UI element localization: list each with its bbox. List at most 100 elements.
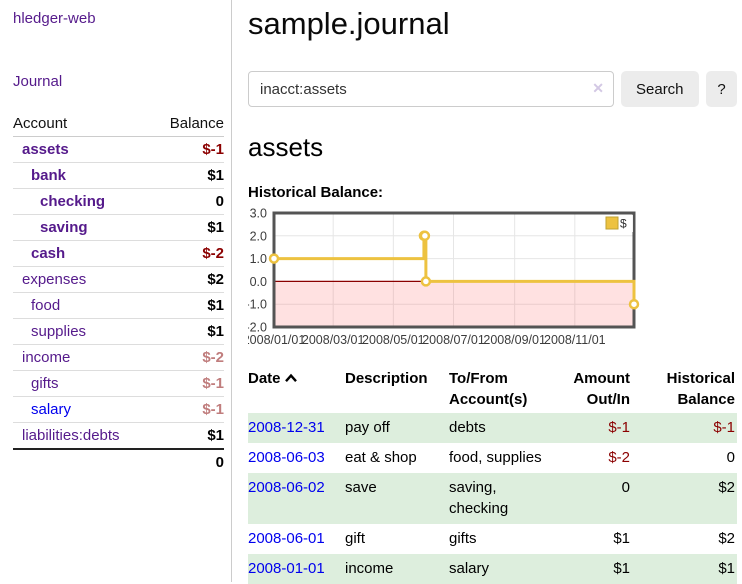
register-date-link[interactable]: 2008-12-31 (248, 419, 325, 436)
account-row: liabilities:debts $1 (13, 422, 224, 449)
register-date-link[interactable]: 2008-06-03 (248, 448, 325, 466)
register-row: 2008-06-01 gift gifts $1 $2 (248, 524, 737, 554)
chart-canvas: 3.0 2.0 1.0 0.0 -1.0 -2.02008/01/012008/03/01… (248, 207, 640, 347)
sort-ascending-icon (284, 373, 297, 382)
svg-text:0.0: 0.0 (250, 275, 267, 289)
register-row: 2008-06-02 save saving, checking 0 $2 (248, 472, 737, 524)
register-balance: 0 (726, 448, 735, 466)
account-link[interactable]: saving (40, 219, 88, 236)
main-content: sample.journal ✕ Search ? assets Histori… (248, 0, 737, 584)
accounts-header-account: Account (13, 111, 153, 137)
chart-title: Historical Balance: (248, 184, 384, 201)
account-row: checking 0 (13, 188, 224, 215)
account-link[interactable]: checking (40, 193, 106, 210)
clear-search-icon[interactable]: ✕ (592, 80, 604, 96)
account-link[interactable]: expenses (22, 271, 87, 288)
register-description: income (345, 559, 394, 577)
account-row: food $1 (13, 292, 224, 319)
svg-text:3.0: 3.0 (250, 207, 267, 221)
sidebar-item-journal[interactable]: Journal (13, 73, 63, 90)
register-accounts: saving, checking (449, 478, 509, 518)
register-balance: $1 (718, 559, 735, 577)
svg-text:-2.0: -2.0 (248, 321, 267, 335)
account-link[interactable]: supplies (31, 323, 87, 340)
register-table: Date Description To/From Account(s) Amou… (248, 365, 737, 584)
register-description: pay off (345, 419, 390, 436)
help-button[interactable]: ? (706, 71, 737, 107)
accounts-table: Account Balance assets $-1 bank $1 check… (13, 111, 224, 475)
svg-text:-1.0: -1.0 (248, 298, 267, 312)
account-balance: $-1 (152, 136, 224, 163)
search-button[interactable]: Search (621, 71, 699, 107)
register-header-description: Description (345, 370, 428, 387)
register-amount: $1 (613, 559, 630, 577)
account-balance: $2 (152, 266, 224, 293)
account-row: cash $-2 (13, 240, 224, 267)
register-header-balance: Historical Balance (666, 370, 735, 408)
register-header-row: Date Description To/From Account(s) Amou… (248, 365, 737, 413)
register-date-link[interactable]: 2008-06-02 (248, 478, 325, 496)
svg-text:2008/01/01: 2008/01/01 (248, 333, 305, 347)
register-header-date[interactable]: Date (248, 365, 345, 413)
accounts-table-header: Account Balance (13, 111, 224, 137)
register-header-amount: Amount Out/In (573, 370, 630, 408)
register-balance: $2 (718, 530, 735, 547)
register-date-link[interactable]: 2008-06-01 (248, 530, 325, 547)
register-row: 2008-01-01 income salary $1 $1 (248, 553, 737, 584)
register-description: eat & shop (345, 448, 417, 466)
account-link[interactable]: cash (31, 245, 66, 262)
account-row: income $-2 (13, 344, 224, 371)
svg-text:2008/05/01: 2008/05/01 (362, 333, 425, 347)
account-balance: $-2 (152, 344, 224, 371)
account-link[interactable]: assets (22, 141, 69, 158)
account-balance: $1 (152, 214, 224, 241)
account-link[interactable]: food (31, 297, 61, 314)
accounts-header-balance: Balance (152, 111, 224, 137)
register-header-accounts: To/From Account(s) (449, 370, 528, 408)
register-balance: $-1 (713, 419, 735, 436)
account-balance: $1 (152, 318, 224, 345)
register-accounts: debts (449, 419, 486, 436)
svg-text:2.0: 2.0 (250, 229, 267, 243)
account-row: supplies $1 (13, 318, 224, 345)
search-box: ✕ (248, 71, 614, 107)
register-description: gift (345, 530, 366, 547)
register-description: save (345, 478, 377, 496)
app-title-link[interactable]: hledger-web (13, 10, 96, 27)
account-row: gifts $-1 (13, 370, 224, 397)
account-balance: $1 (152, 162, 224, 189)
account-heading: assets (248, 132, 324, 162)
historical-balance-chart: 3.0 2.0 1.0 0.0 -1.0 -2.02008/01/012008/03/01… (248, 207, 737, 349)
accounts-total-row: 0 (13, 448, 224, 475)
svg-text:2008/03/01: 2008/03/01 (302, 333, 365, 347)
register-date-link[interactable]: 2008-01-01 (248, 559, 325, 577)
account-link[interactable]: gifts (31, 375, 59, 392)
register-accounts: salary (449, 559, 490, 577)
svg-text:1.0: 1.0 (250, 252, 267, 266)
account-link[interactable]: salary (31, 401, 72, 418)
account-balance: $1 (152, 422, 224, 449)
sidebar: hledger-web Journal Account Balance asse… (0, 0, 232, 582)
register-row: 2008-06-03 eat & shop food, supplies $-2… (248, 443, 737, 473)
account-row: salary $-1 (13, 396, 224, 423)
account-balance: $-1 (152, 396, 224, 423)
svg-text:2008/07/01: 2008/07/01 (422, 333, 485, 347)
register-accounts: food, supplies (449, 448, 542, 466)
page-title: sample.journal (248, 6, 450, 41)
account-row: expenses $2 (13, 266, 224, 293)
account-row: assets $-1 (13, 136, 224, 163)
account-balance: $-1 (152, 370, 224, 397)
register-amount: $-1 (608, 419, 630, 436)
account-link[interactable]: bank (31, 167, 67, 184)
register-amount: 0 (621, 478, 630, 496)
register-row: 2008-12-31 pay off debts $-1 $-1 (248, 413, 737, 443)
account-row: saving $1 (13, 214, 224, 241)
search-input[interactable] (248, 71, 614, 107)
account-link[interactable]: liabilities:debts (22, 427, 120, 444)
register-balance: $2 (718, 478, 735, 496)
account-balance: 0 (152, 188, 224, 215)
accounts-total-balance: 0 (152, 448, 224, 475)
svg-text:2008/11/01: 2008/11/01 (544, 333, 606, 347)
account-link[interactable]: income (22, 349, 71, 366)
svg-text:2008/09/01: 2008/09/01 (483, 333, 546, 347)
